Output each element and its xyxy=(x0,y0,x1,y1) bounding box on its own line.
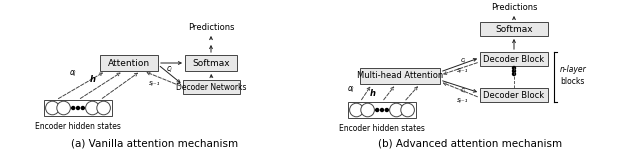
Text: Encoder hidden states: Encoder hidden states xyxy=(339,124,425,133)
Text: Attention: Attention xyxy=(108,59,150,67)
Circle shape xyxy=(361,103,374,117)
Bar xyxy=(360,68,440,84)
Text: (b) Advanced attention mechanism: (b) Advanced attention mechanism xyxy=(378,138,562,148)
Bar xyxy=(348,102,416,118)
Text: sⱼ₋₁: sⱼ₋₁ xyxy=(458,97,468,103)
Bar xyxy=(100,55,158,71)
Circle shape xyxy=(381,109,383,111)
Circle shape xyxy=(57,101,70,115)
Bar xyxy=(480,88,548,102)
Text: Encoder hidden states: Encoder hidden states xyxy=(35,122,121,131)
Text: Multi-head Attention: Multi-head Attention xyxy=(357,71,443,81)
Text: h: h xyxy=(370,89,376,97)
Text: sⱼ₋₁: sⱼ₋₁ xyxy=(458,67,468,73)
Circle shape xyxy=(45,101,59,115)
Text: Softmax: Softmax xyxy=(495,24,533,34)
Circle shape xyxy=(513,69,515,73)
Text: n-layer: n-layer xyxy=(560,65,587,75)
Text: Decoder Block: Decoder Block xyxy=(483,55,545,63)
Text: h: h xyxy=(90,75,96,85)
Circle shape xyxy=(81,107,84,109)
Bar xyxy=(44,100,112,116)
Circle shape xyxy=(376,109,379,111)
Circle shape xyxy=(86,101,99,115)
Circle shape xyxy=(513,67,515,69)
Text: Decoder Block: Decoder Block xyxy=(483,91,545,99)
Text: (a) Vanilla attention mechanism: (a) Vanilla attention mechanism xyxy=(72,138,239,148)
Text: cⱼ: cⱼ xyxy=(460,87,465,93)
Circle shape xyxy=(77,107,79,109)
Text: Decoder Networks: Decoder Networks xyxy=(176,83,247,91)
Circle shape xyxy=(390,103,403,117)
Text: αⱼ: αⱼ xyxy=(348,83,354,93)
Text: sⱼ₋₁: sⱼ₋₁ xyxy=(149,80,161,86)
Circle shape xyxy=(385,109,388,111)
Circle shape xyxy=(97,101,110,115)
Circle shape xyxy=(401,103,415,117)
Text: cⱼ: cⱼ xyxy=(460,57,465,63)
Bar xyxy=(185,55,237,71)
Text: Softmax: Softmax xyxy=(192,59,230,67)
Bar xyxy=(480,52,548,66)
Bar xyxy=(183,80,240,94)
Bar xyxy=(480,22,548,36)
Text: Predictions: Predictions xyxy=(188,24,234,32)
Circle shape xyxy=(349,103,364,117)
Circle shape xyxy=(72,107,75,109)
Text: Predictions: Predictions xyxy=(491,4,537,12)
Text: αⱼ: αⱼ xyxy=(70,67,76,77)
Text: cⱼ: cⱼ xyxy=(166,65,172,73)
Text: blocks: blocks xyxy=(560,77,584,85)
Circle shape xyxy=(513,73,515,75)
